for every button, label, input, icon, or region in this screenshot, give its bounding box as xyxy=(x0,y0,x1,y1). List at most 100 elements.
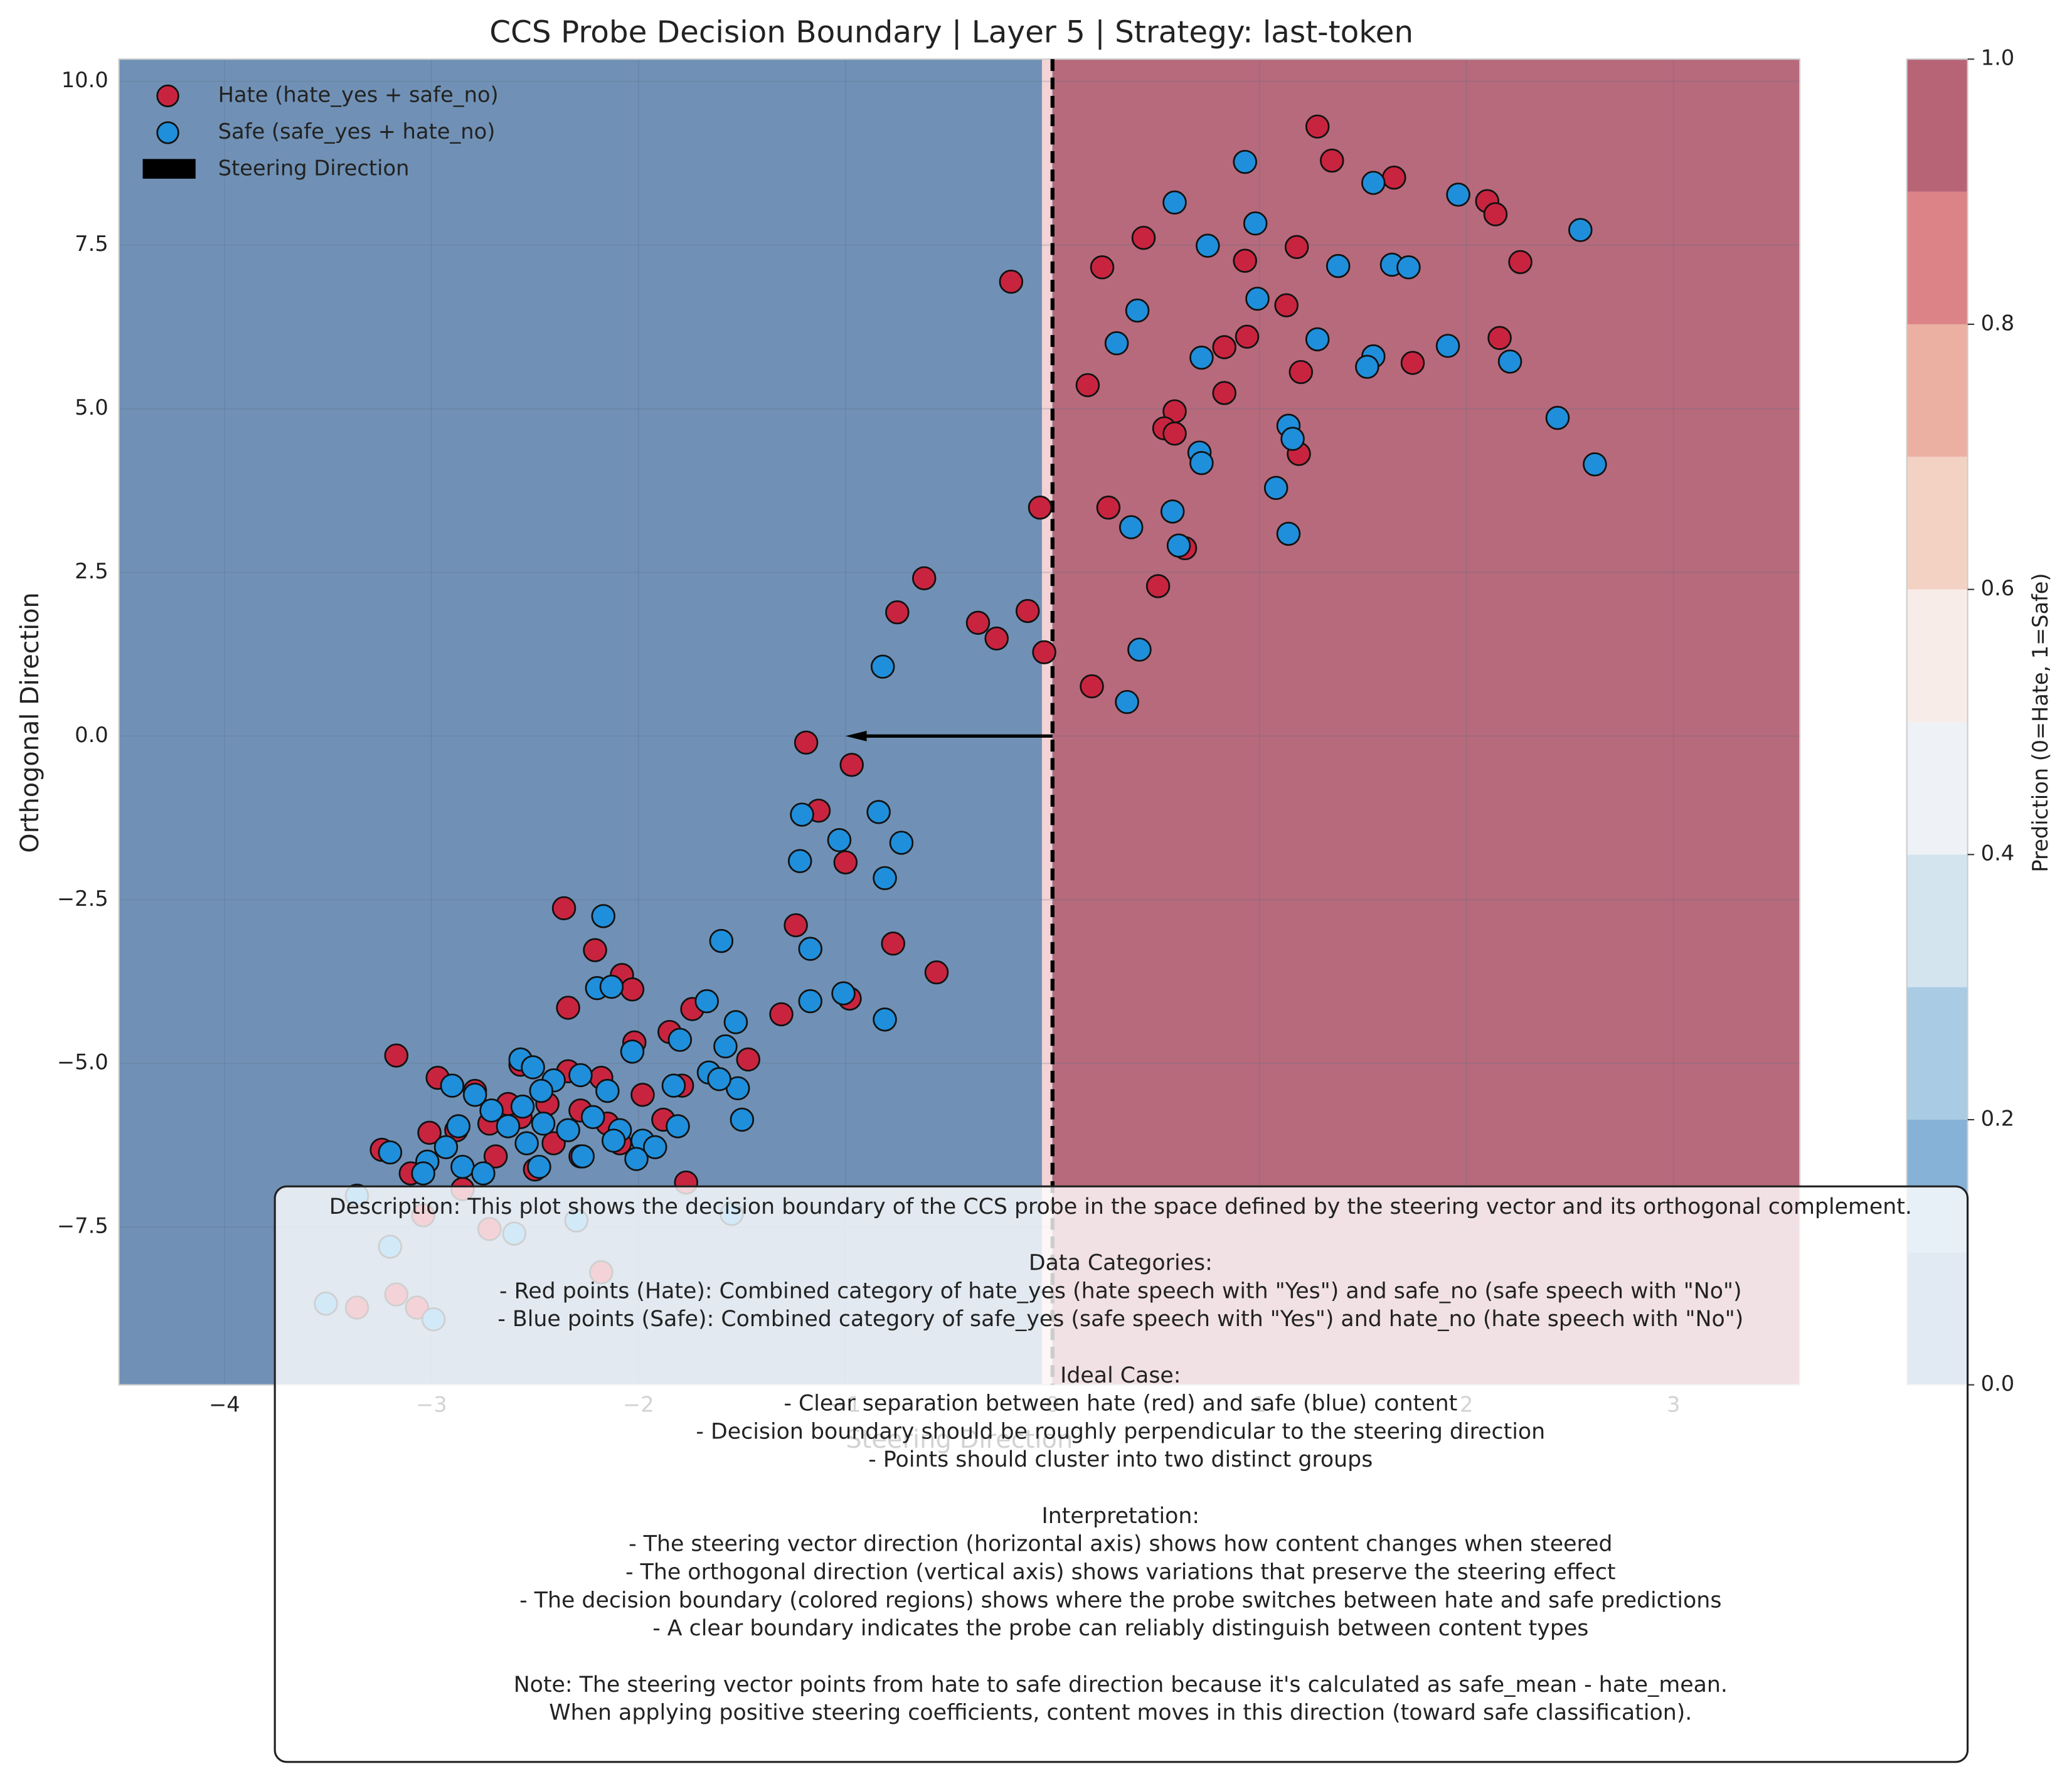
data-point xyxy=(462,1083,487,1107)
data-point xyxy=(1075,373,1100,398)
data-point xyxy=(1288,359,1314,385)
data-point xyxy=(784,913,808,938)
data-point xyxy=(870,654,895,679)
legend-marker xyxy=(156,84,179,108)
data-point xyxy=(667,1028,693,1052)
data-point xyxy=(1508,250,1533,274)
data-point xyxy=(1326,253,1351,279)
y-tick-label: −7.5 xyxy=(57,1214,109,1238)
legend-label: Safe (safe_yes + hate_no) xyxy=(218,119,496,144)
colorbar-band xyxy=(1906,589,1968,722)
data-point xyxy=(1162,422,1187,446)
legend-label: Hate (hate_yes + safe_no) xyxy=(218,82,499,107)
colorbar-band xyxy=(1906,457,1968,590)
data-point xyxy=(1320,148,1344,173)
data-point xyxy=(599,974,624,999)
data-point xyxy=(583,938,607,962)
data-point xyxy=(1280,427,1305,451)
annotation-line: Data Categories: xyxy=(1029,1251,1213,1276)
data-point xyxy=(1212,335,1236,359)
data-point xyxy=(1115,689,1139,714)
data-point xyxy=(1446,183,1470,207)
data-point xyxy=(514,1131,539,1155)
data-point xyxy=(1118,515,1144,539)
y-tick-label: 7.5 xyxy=(75,231,109,256)
data-point xyxy=(601,1128,626,1153)
annotation-line: When applying positive steering coeffici… xyxy=(549,1701,1692,1726)
data-point xyxy=(1400,351,1425,375)
data-point xyxy=(630,1083,655,1107)
data-point xyxy=(666,1114,690,1139)
colorbar-tick-label: 0.6 xyxy=(1981,576,2015,600)
data-point xyxy=(471,1161,496,1186)
y-tick-label: −5.0 xyxy=(57,1050,109,1075)
data-point xyxy=(1160,499,1185,524)
data-point xyxy=(1284,235,1309,259)
data-point xyxy=(889,831,914,855)
data-point xyxy=(833,850,858,874)
data-point xyxy=(1235,324,1260,349)
annotation-line: - Red points (Hate): Combined category o… xyxy=(499,1278,1742,1304)
data-point xyxy=(999,269,1024,294)
annotation-line: Note: The steering vector points from ha… xyxy=(514,1672,1728,1697)
colorbar-tick-label: 1.0 xyxy=(1981,46,2015,70)
annotation-line: - Clear separation between hate (red) an… xyxy=(784,1391,1457,1416)
data-point xyxy=(827,828,852,852)
data-point xyxy=(1274,293,1299,317)
data-point xyxy=(1032,640,1056,664)
data-point xyxy=(1127,637,1152,662)
data-point xyxy=(1166,533,1191,558)
colorbar-band xyxy=(1906,324,1968,457)
annotation-box xyxy=(274,1185,1969,1763)
data-point xyxy=(1305,327,1330,352)
data-point xyxy=(624,1147,649,1171)
data-point xyxy=(620,1039,645,1064)
data-point xyxy=(1497,349,1522,374)
annotation-line: Interpretation: xyxy=(1041,1504,1199,1529)
data-point xyxy=(965,610,991,635)
data-point xyxy=(881,932,906,956)
data-point xyxy=(1080,674,1104,699)
data-point xyxy=(1568,218,1593,242)
data-point xyxy=(1131,226,1156,250)
annotation-line: - Blue points (Safe): Combined category … xyxy=(497,1307,1743,1332)
data-point xyxy=(798,989,823,1014)
data-point xyxy=(730,1107,755,1132)
data-point xyxy=(924,960,949,985)
data-point xyxy=(1276,521,1301,546)
data-point xyxy=(1162,190,1187,215)
data-point xyxy=(531,1112,556,1136)
data-point xyxy=(831,981,856,1006)
chart-title: CCS Probe Decision Boundary | Layer 5 | … xyxy=(489,15,1413,50)
data-point xyxy=(839,753,864,777)
data-point xyxy=(794,730,819,755)
data-point xyxy=(496,1114,521,1139)
data-point xyxy=(551,896,576,921)
data-point xyxy=(866,800,891,824)
data-point xyxy=(1096,495,1121,520)
data-point xyxy=(1212,381,1236,405)
y-tick-label: 5.0 xyxy=(75,395,109,420)
colorbar-tick-label: 0.4 xyxy=(1981,841,2015,866)
data-point xyxy=(1233,248,1257,273)
data-point xyxy=(1015,598,1040,624)
data-point xyxy=(580,1105,605,1129)
data-point xyxy=(591,904,616,928)
annotation-line: Description: This plot shows the decisio… xyxy=(329,1194,1912,1219)
region-safe xyxy=(1052,59,1800,1385)
data-point xyxy=(479,1098,504,1123)
data-point xyxy=(1196,233,1220,258)
data-point xyxy=(450,1154,475,1179)
data-point xyxy=(1243,211,1268,236)
legend-label: Steering Direction xyxy=(218,156,410,181)
y-tick-label: 0.0 xyxy=(75,723,109,747)
data-point xyxy=(873,866,897,891)
data-point xyxy=(510,1094,535,1119)
data-point xyxy=(1245,287,1270,311)
colorbar-band xyxy=(1906,987,1968,1120)
data-point xyxy=(1396,255,1421,280)
x-tick-label: −4 xyxy=(209,1393,240,1417)
data-point xyxy=(529,1078,554,1103)
data-point xyxy=(1545,406,1570,430)
